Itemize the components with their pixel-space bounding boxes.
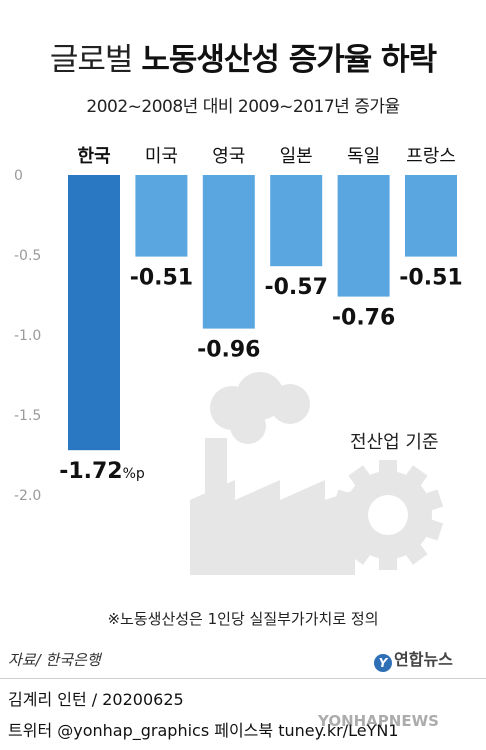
- unit-label: %p: [123, 466, 145, 482]
- gear-tooth: [379, 550, 397, 570]
- category-label: 미국: [145, 146, 178, 167]
- page-title: 글로벌 노동생산성 증가율 하락: [0, 34, 486, 79]
- bar-4: [270, 175, 323, 267]
- bar-2: [135, 175, 188, 257]
- value-label: -0.51: [399, 266, 462, 291]
- credit-line: 김계리 인턴 / 20200625: [8, 690, 184, 709]
- smoke-puff: [270, 384, 310, 424]
- gear-tooth: [332, 517, 358, 541]
- category-label: 일본: [280, 146, 313, 167]
- chart-subtitle: 2002~2008년 대비 2009~2017년 증가율: [86, 97, 400, 117]
- smoke-puff: [230, 408, 266, 444]
- gear-tooth: [418, 517, 444, 541]
- divider: [0, 678, 486, 679]
- gear-tooth: [348, 465, 375, 492]
- y-tick-label: -0.5: [14, 248, 41, 264]
- y-tick-label: -2.0: [14, 488, 41, 504]
- category-label: 영국: [212, 146, 245, 167]
- value-label: -0.96: [197, 338, 260, 363]
- factory-gear-illustration: [190, 372, 444, 575]
- category-label: 한국: [77, 146, 110, 167]
- y-tick-label: -1.5: [14, 408, 41, 424]
- gear-tooth: [401, 538, 428, 565]
- bar-1: [68, 175, 120, 451]
- factory-body: [190, 480, 355, 575]
- gear-tooth: [348, 538, 375, 565]
- gear-tooth: [418, 489, 444, 513]
- bar-6: [405, 175, 457, 257]
- bar-chart: 0 -0.5 -1.0 -1.5 -2.0 한국 -1.72%p 미국 -0.51 영국 -0.96…: [14, 146, 463, 575]
- value-label: -1.72%p: [59, 459, 145, 484]
- chart-annotation: 전산업 기준: [350, 432, 439, 453]
- logo-mark-icon: Y: [374, 654, 392, 672]
- watermark: YONHAPNEWS: [318, 712, 439, 730]
- source-note: 자료/ 한국은행: [8, 651, 101, 669]
- category-label: 독일: [347, 146, 380, 167]
- gear-tooth: [401, 465, 428, 492]
- bar-5: [337, 175, 390, 297]
- value-label: -0.51: [130, 266, 193, 291]
- gear-tooth: [332, 489, 358, 513]
- y-tick-label: -1.0: [14, 328, 41, 344]
- value-label: -0.57: [264, 275, 327, 300]
- value-label: -0.76: [332, 306, 395, 331]
- logo-text: 연합뉴스: [394, 650, 453, 669]
- publisher-logo: Y 연합뉴스: [374, 646, 453, 672]
- social-line: 트위터 @yonhap_graphics 페이스북 tuney.kr/LeYN1: [8, 721, 399, 740]
- category-label: 프랑스: [406, 146, 456, 167]
- title-light: 글로벌: [49, 42, 134, 78]
- gear-tooth: [379, 460, 397, 480]
- bar-3: [202, 175, 255, 329]
- gear-hole: [368, 495, 408, 535]
- title-bold: 노동생산성 증가율 하락: [141, 42, 437, 78]
- y-tick-label: 0: [14, 168, 23, 184]
- footnote: ※노동생산성은 1인당 실질부가가치로 정의: [107, 610, 379, 628]
